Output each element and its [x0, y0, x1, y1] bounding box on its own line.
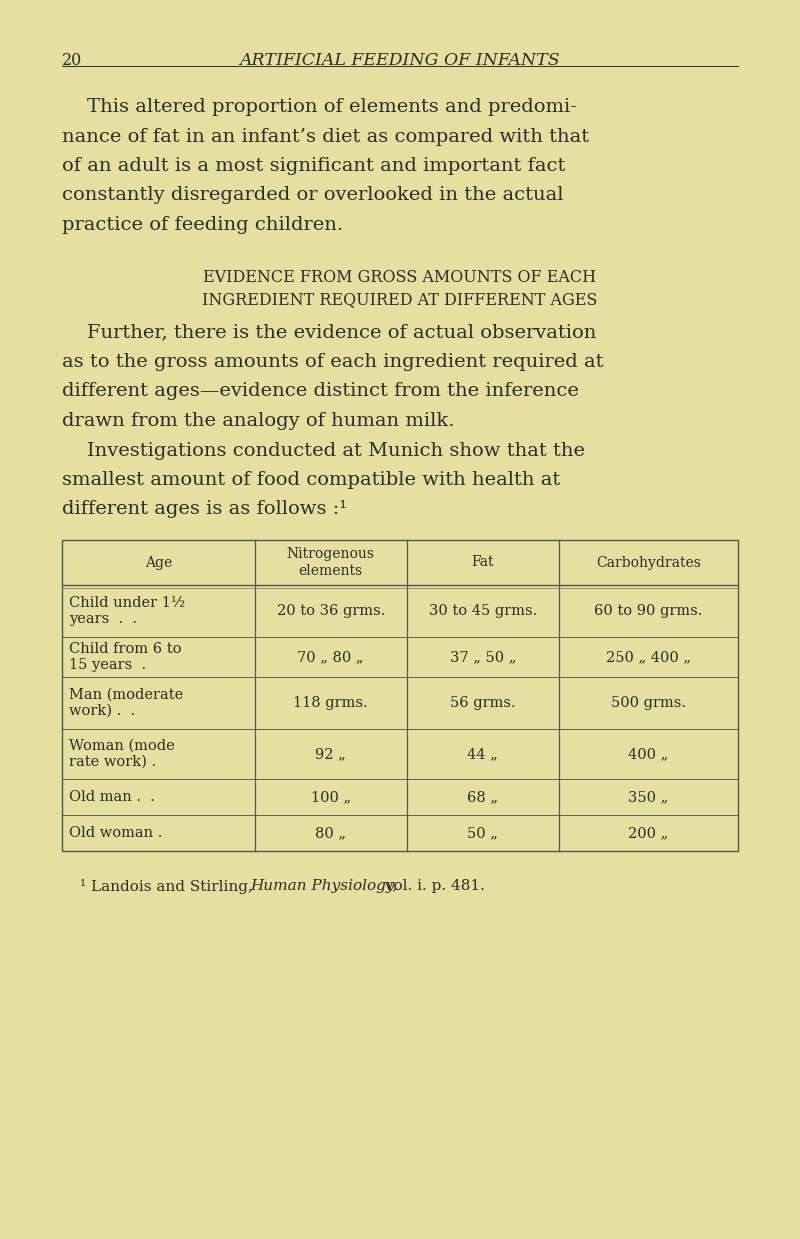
Text: constantly disregarded or overlooked in the actual: constantly disregarded or overlooked in … — [62, 187, 563, 204]
Text: INGREDIENT REQUIRED AT DIFFERENT AGES: INGREDIENT REQUIRED AT DIFFERENT AGES — [202, 291, 598, 309]
Text: 56 grms.: 56 grms. — [450, 696, 516, 710]
Text: 118 grms.: 118 grms. — [294, 696, 368, 710]
Text: 250 „ 400 „: 250 „ 400 „ — [606, 650, 691, 664]
Text: Child from 6 to
15 years  .: Child from 6 to 15 years . — [69, 642, 182, 672]
Text: Nitrogenous
elements: Nitrogenous elements — [286, 548, 374, 577]
Text: nance of fat in an infant’s diet as compared with that: nance of fat in an infant’s diet as comp… — [62, 128, 589, 145]
Text: 37 „ 50 „: 37 „ 50 „ — [450, 650, 516, 664]
Text: 92 „: 92 „ — [315, 747, 346, 761]
Text: different ages is as follows :¹: different ages is as follows :¹ — [62, 501, 347, 518]
Text: as to the gross amounts of each ingredient required at: as to the gross amounts of each ingredie… — [62, 353, 603, 370]
Text: Further, there is the evidence of actual observation: Further, there is the evidence of actual… — [62, 323, 596, 342]
Text: 20: 20 — [62, 52, 82, 69]
Text: 500 grms.: 500 grms. — [611, 696, 686, 710]
Text: vol. i. p. 481.: vol. i. p. 481. — [380, 878, 485, 893]
Text: 30 to 45 grms.: 30 to 45 grms. — [429, 603, 537, 618]
Text: 80 „: 80 „ — [315, 826, 346, 840]
Text: This altered proportion of elements and predomi-: This altered proportion of elements and … — [62, 98, 577, 116]
Text: Fat: Fat — [471, 555, 494, 570]
Text: drawn from the analogy of human milk.: drawn from the analogy of human milk. — [62, 413, 454, 430]
Text: 68 „: 68 „ — [467, 790, 498, 804]
Text: 20 to 36 grms.: 20 to 36 grms. — [277, 603, 385, 618]
Text: Carbohydrates: Carbohydrates — [596, 555, 701, 570]
Text: 200 „: 200 „ — [628, 826, 669, 840]
Text: different ages—evidence distinct from the inference: different ages—evidence distinct from th… — [62, 383, 579, 400]
Text: EVIDENCE FROM GROSS AMOUNTS OF EACH: EVIDENCE FROM GROSS AMOUNTS OF EACH — [203, 270, 597, 286]
Text: 70 „ 80 „: 70 „ 80 „ — [298, 650, 364, 664]
Text: 60 to 90 grms.: 60 to 90 grms. — [594, 603, 702, 618]
Text: 100 „: 100 „ — [310, 790, 350, 804]
Text: of an adult is a most significant and important fact: of an adult is a most significant and im… — [62, 157, 566, 175]
Text: Man (moderate
work) .  .: Man (moderate work) . . — [69, 688, 183, 719]
Text: Investigations conducted at Munich show that the: Investigations conducted at Munich show … — [62, 441, 585, 460]
Text: 44 „: 44 „ — [467, 747, 498, 761]
Text: 350 „: 350 „ — [628, 790, 669, 804]
Text: ARTIFICIAL FEEDING OF INFANTS: ARTIFICIAL FEEDING OF INFANTS — [240, 52, 560, 69]
Text: Child under 1½
years  .  .: Child under 1½ years . . — [69, 596, 185, 626]
Text: practice of feeding children.: practice of feeding children. — [62, 216, 343, 234]
Text: Human Physiology,: Human Physiology, — [250, 878, 398, 893]
Text: Old woman .: Old woman . — [69, 826, 162, 840]
Text: Woman (mode
rate work) .: Woman (mode rate work) . — [69, 738, 174, 769]
Text: smallest amount of food compatible with health at: smallest amount of food compatible with … — [62, 471, 560, 489]
Text: ¹ Landois and Stirling,: ¹ Landois and Stirling, — [80, 878, 258, 895]
Text: 400 „: 400 „ — [628, 747, 669, 761]
Text: Old man .  .: Old man . . — [69, 790, 155, 804]
Bar — [62, 540, 738, 851]
Text: 50 „: 50 „ — [467, 826, 498, 840]
Text: Age: Age — [145, 555, 172, 570]
